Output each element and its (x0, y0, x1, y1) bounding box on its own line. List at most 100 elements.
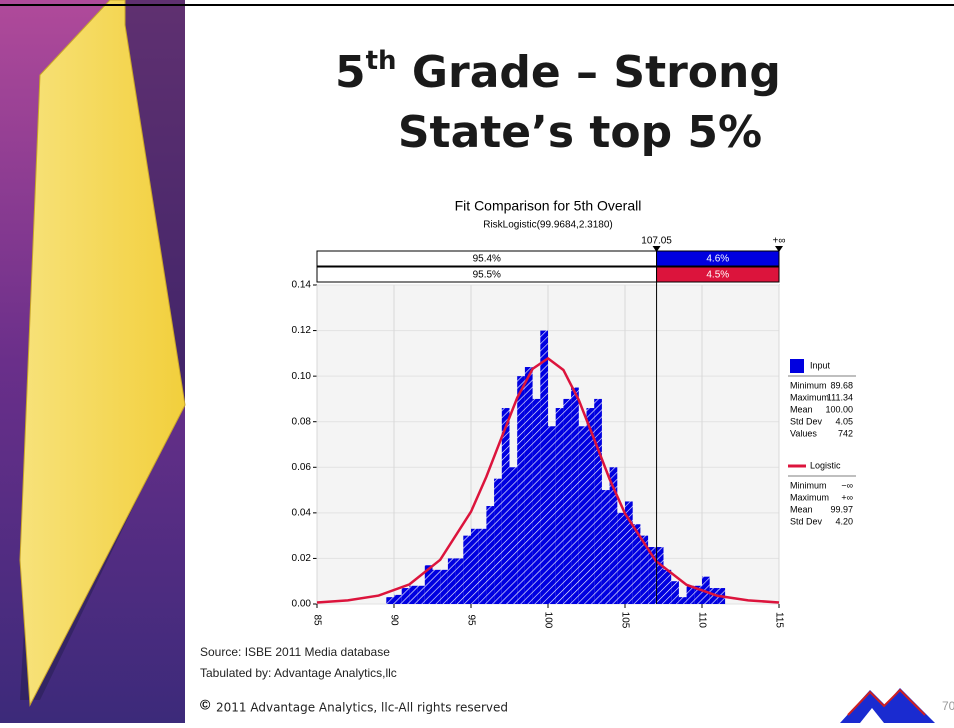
x-tick-label: 85 (311, 614, 322, 626)
histogram-bar (640, 535, 649, 604)
histogram-bar (555, 408, 564, 604)
x-tick-label: 100 (542, 612, 553, 629)
copyright-symbol: © (200, 697, 211, 713)
logo-cut (860, 708, 884, 723)
stat-value: 742 (838, 428, 853, 438)
stat-name: Std Dev (790, 516, 823, 526)
histogram-bar (609, 467, 618, 604)
histogram-bar (655, 547, 664, 604)
histogram-bar (532, 398, 541, 604)
stat-value: +∞ (841, 492, 853, 502)
marker-arrow (652, 246, 661, 252)
x-tick-label: 95 (465, 614, 476, 626)
histogram-bar (617, 512, 625, 604)
x-tick-label: 115 (773, 612, 784, 628)
y-tick-label: 0.00 (292, 599, 312, 610)
y-tick-label: 0.06 (292, 462, 312, 473)
histogram-bar (501, 408, 510, 604)
legend-swatch (790, 359, 804, 373)
stat-value: 89.68 (830, 380, 853, 390)
histogram-bar (524, 367, 533, 604)
legend-label: Input (810, 360, 831, 370)
stat-name: Mean (790, 504, 813, 514)
histogram-bar (401, 588, 410, 604)
histogram-bar (632, 524, 641, 604)
histogram-bar (471, 528, 479, 604)
stat-name: Minimum (790, 380, 827, 390)
stat-value: 4.20 (835, 516, 853, 526)
chart-title: Fit Comparison for 5th Overall (455, 198, 642, 214)
histogram-bar (625, 501, 633, 604)
histogram-bar (463, 535, 471, 604)
histogram-bar (648, 547, 656, 604)
histogram-bar (509, 467, 518, 604)
logo (840, 688, 935, 723)
histogram-bar (517, 376, 525, 604)
histogram-bar (563, 398, 572, 604)
histogram-bar (409, 585, 418, 604)
histogram-bar (417, 585, 425, 604)
y-tick-label: 0.12 (292, 325, 312, 336)
band-right-label: 4.6% (706, 254, 729, 265)
histogram-bar (694, 585, 702, 604)
stat-name: Maximum (790, 392, 829, 402)
y-tick-label: 0.10 (292, 371, 312, 382)
band-left-label: 95.4% (473, 254, 501, 265)
histogram-bar (447, 558, 456, 604)
slide-title-2: State’s top 5% (398, 107, 762, 158)
histogram-bar (601, 490, 610, 604)
marker-label: 107.05 (641, 236, 672, 247)
histogram-bar (548, 426, 556, 604)
slide-title: 5th Grade – Strong (335, 46, 781, 99)
histogram-bar (486, 506, 495, 604)
histogram-bar (686, 585, 695, 604)
y-tick-label: 0.02 (292, 553, 312, 564)
band-right (656, 266, 780, 283)
x-tick-label: 105 (619, 612, 630, 629)
upper-label: +∞ (773, 236, 786, 247)
histogram-bar (702, 576, 710, 604)
histogram-bar (671, 581, 679, 604)
histogram-bar (394, 594, 402, 604)
y-tick-label: 0.04 (292, 507, 312, 518)
stat-value: 100.00 (825, 404, 853, 414)
histogram-bar (432, 569, 441, 604)
band-right (656, 250, 780, 267)
chart-subtitle: RiskLogistic(99.9684,2.3180) (483, 220, 613, 231)
stat-value: 111.34 (827, 392, 853, 402)
stat-name: Minimum (790, 480, 827, 490)
histogram-bar (571, 387, 579, 604)
x-tick-label: 110 (696, 612, 707, 628)
histogram-bar (494, 478, 502, 604)
stat-value: 99.97 (830, 504, 853, 514)
marker-arrow (775, 246, 783, 252)
logo-line (847, 688, 926, 716)
band-left-label: 95.5% (473, 270, 501, 281)
histogram-bar (478, 528, 487, 604)
copyright: 2011 Advantage Analytics, llc-All rights… (216, 701, 508, 715)
histogram-bar (424, 565, 433, 604)
histogram-bar (455, 558, 464, 604)
legend-label: Logistic (810, 460, 841, 470)
source: Source: ISBE 2011 Media database (200, 645, 390, 659)
fit-line (316, 356, 780, 604)
notepad (19, 0, 186, 707)
histogram-bar (540, 330, 548, 604)
stat-name: Maximum (790, 492, 829, 502)
tabulated: Tabulated by: Advantage Analytics,llc (200, 666, 397, 680)
y-tick-label: 0.14 (292, 280, 312, 291)
histogram-bar (440, 569, 448, 604)
stat-name: Std Dev (790, 416, 823, 426)
histogram-bar (709, 588, 718, 604)
page-number: 70 (942, 699, 954, 713)
histogram-bar (586, 408, 595, 604)
y-tick-label: 0.08 (292, 416, 312, 427)
stat-name: Values (790, 428, 817, 438)
stat-value: 4.05 (835, 416, 853, 426)
histogram-bar (386, 597, 394, 604)
histogram-bar (663, 569, 672, 604)
histogram-bar (578, 426, 587, 604)
x-tick-label: 90 (388, 614, 399, 626)
stat-name: Mean (790, 404, 813, 414)
